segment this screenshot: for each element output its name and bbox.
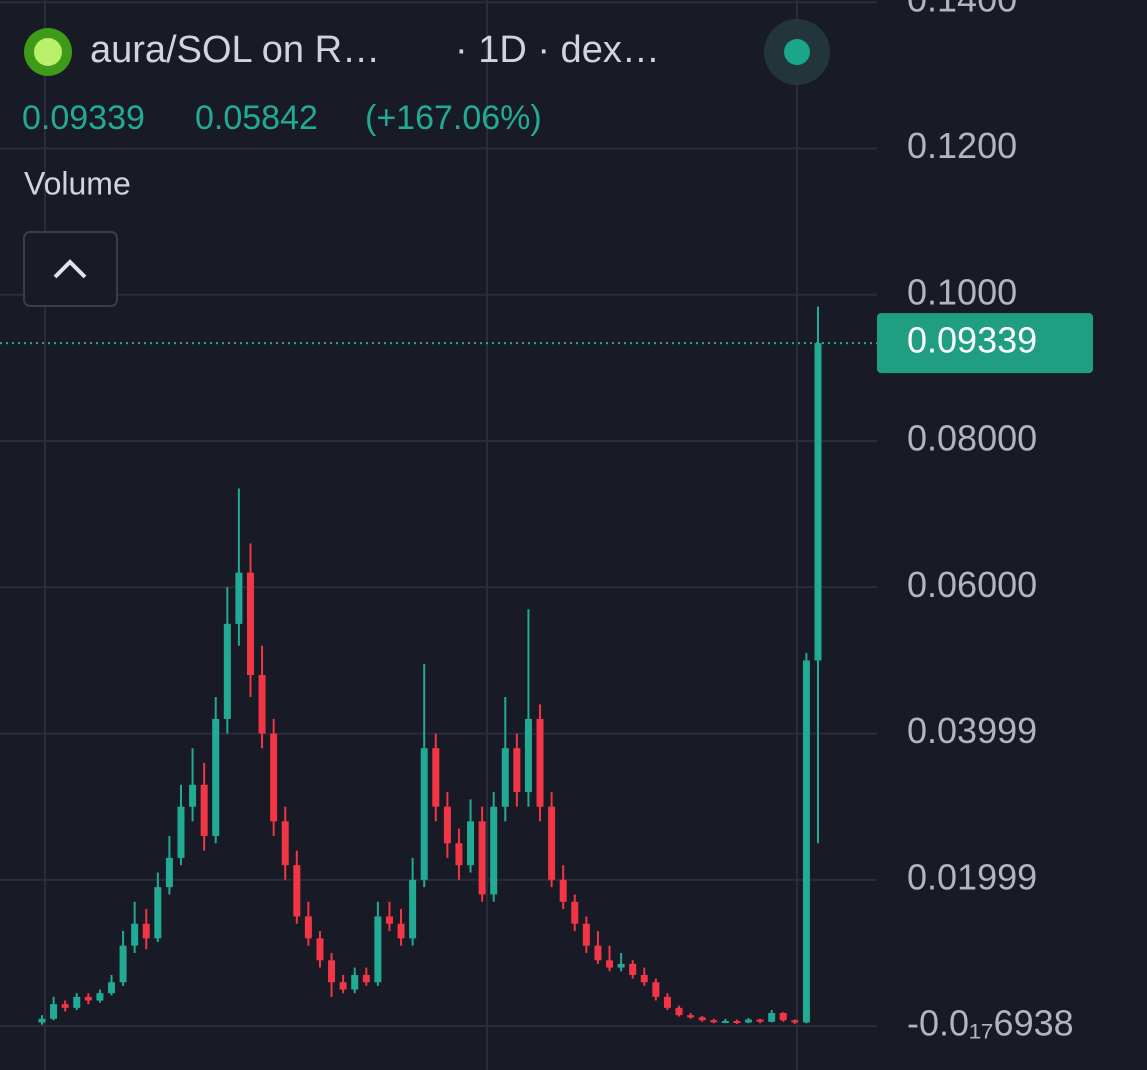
candle-body: [443, 806, 451, 844]
candle-body: [84, 996, 92, 1001]
candle-body: [316, 938, 324, 961]
y-tick-label: 0.06000: [907, 564, 1037, 605]
y-tick-label: -0.0₁₇6938: [907, 1003, 1074, 1044]
candle-body: [131, 923, 139, 946]
candle-body: [675, 1007, 683, 1016]
y-tick-label: 0.01999: [907, 856, 1037, 897]
candle-body: [802, 660, 810, 1023]
candle-body: [814, 343, 822, 661]
candle-body: [107, 982, 115, 994]
y-tick-label: 0.08000: [907, 418, 1037, 459]
candle-body: [467, 821, 475, 866]
candle-body: [189, 784, 197, 807]
candle-body: [73, 996, 81, 1008]
candle-body: [119, 945, 127, 983]
header-change-pct: (+167.06%): [365, 99, 542, 137]
chevron-icon: [53, 259, 87, 279]
y-tick-label: 0.03999: [907, 710, 1037, 751]
candle-body: [293, 865, 301, 917]
candle-body: [513, 748, 521, 793]
candle-body: [721, 1020, 729, 1023]
candle-body: [212, 718, 220, 836]
candle-body: [455, 843, 463, 866]
candle-body: [50, 1004, 58, 1019]
candle-body: [235, 572, 243, 624]
candle-body: [768, 1012, 776, 1022]
candle-body: [281, 821, 289, 866]
y-tick-label: 0.1400: [907, 0, 1017, 20]
header-price: 0.09339: [22, 99, 145, 137]
candle-body: [397, 923, 405, 939]
candle-body: [362, 974, 370, 983]
header-change: 0.05842: [195, 99, 318, 137]
y-tick-label: 0.1000: [907, 271, 1017, 312]
token-icon-inner: [34, 38, 62, 66]
collapse-button[interactable]: [23, 231, 118, 307]
candle-body: [154, 887, 162, 939]
candle-body: [490, 806, 498, 895]
candle-body: [756, 1019, 764, 1022]
candle-body: [606, 960, 614, 968]
last-price-tag: [877, 313, 1093, 374]
candle-body: [351, 974, 359, 990]
candle-body: [710, 1020, 718, 1023]
candle-body: [629, 963, 637, 975]
candle-body: [652, 982, 660, 997]
indicator-label: Volume: [24, 165, 131, 201]
candle-body: [698, 1017, 706, 1021]
candle-body: [142, 923, 150, 939]
candle-body: [571, 901, 579, 924]
candle-body: [687, 1015, 695, 1018]
candle-body: [745, 1019, 753, 1023]
candle-body: [374, 916, 382, 983]
candle-body: [733, 1020, 741, 1023]
candle-body: [409, 879, 417, 939]
candle-body: [791, 1020, 799, 1023]
candle-body: [223, 623, 231, 719]
candle-body: [640, 974, 648, 983]
candle-body: [663, 996, 671, 1008]
candle-body: [536, 718, 544, 807]
candle-body: [165, 857, 173, 888]
candle-body: [432, 748, 440, 807]
price-axis: 0.1400 0.1200 0.1000 0.08000 0.06000 0.03999 0…: [877, 0, 1093, 1044]
candle-body: [258, 675, 266, 734]
candle-body: [246, 572, 254, 676]
y-tick-label: 0.1200: [907, 125, 1017, 166]
candle-body: [38, 1018, 46, 1023]
candle-body: [548, 806, 556, 880]
time-grid: [44, 0, 798, 1070]
candle-body: [304, 916, 312, 939]
candle-body: [328, 960, 336, 983]
candle-body: [779, 1012, 787, 1021]
last-price-label: 0.09339: [907, 320, 1037, 361]
pair-title: aura/SOL on R…: [90, 29, 380, 71]
candle-body: [385, 916, 393, 924]
pair-meta: · 1D · dex…: [455, 29, 660, 71]
candle-body: [559, 879, 567, 902]
candle-body: [420, 748, 428, 880]
candle-body: [524, 718, 532, 793]
price-grid: [0, 1, 877, 1028]
candle-body: [339, 982, 347, 990]
candle-body: [582, 923, 590, 946]
candle-body: [594, 945, 602, 961]
candle-body: [270, 733, 278, 822]
candle-body: [200, 784, 208, 836]
candles: [0, 306, 877, 1025]
candle-body: [501, 748, 509, 807]
candle-body: [177, 806, 185, 858]
candle-body: [96, 993, 104, 1001]
status-dot: [784, 39, 810, 65]
candle-body: [617, 963, 625, 968]
candle-body: [478, 821, 486, 895]
candle-body: [61, 1004, 69, 1008]
